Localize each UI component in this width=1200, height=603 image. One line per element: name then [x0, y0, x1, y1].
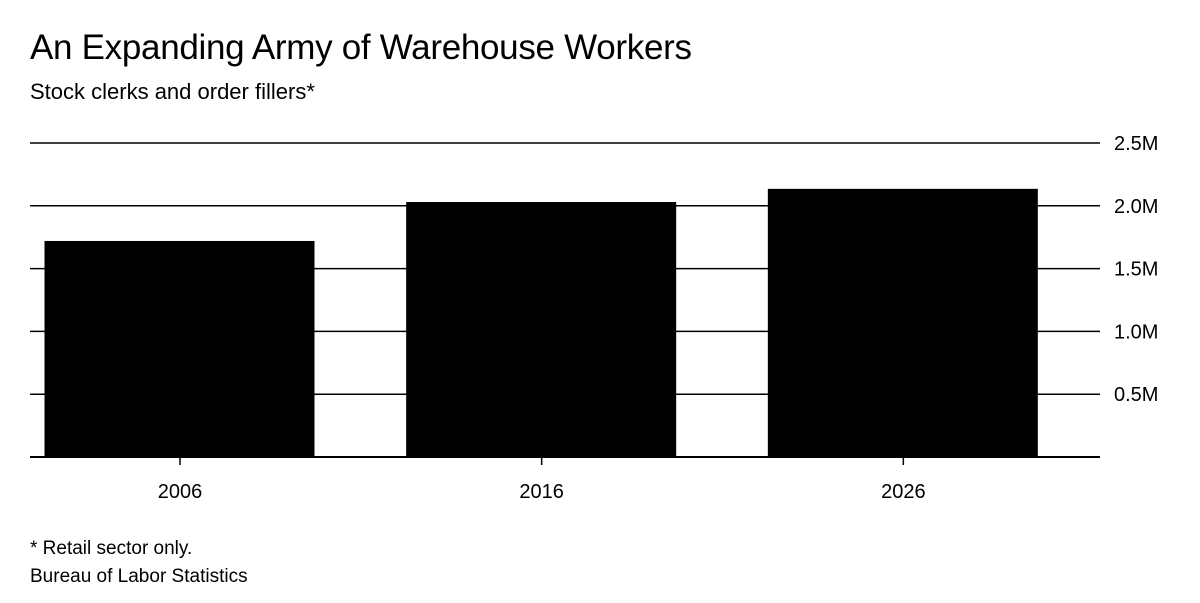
bars	[44, 188, 1038, 457]
bar-2006	[44, 240, 315, 457]
chart-title: An Expanding Army of Warehouse Workers	[30, 28, 692, 67]
source-note: Bureau of Labor Statistics	[30, 566, 248, 587]
x-tick-label: 2026	[881, 481, 926, 503]
y-tick-label: 0.5M	[1114, 384, 1158, 406]
y-tick-label: 1.0M	[1114, 321, 1158, 343]
bar-2026	[767, 188, 1038, 457]
bar-2016	[406, 202, 677, 457]
x-tick-label: 2016	[519, 481, 564, 503]
footnote: * Retail sector only.	[30, 538, 193, 559]
axes: 0.5M 1.0M 1.5M 2.0M 2.5M 2006 2016 2026	[30, 133, 1158, 503]
y-tick-label: 2.5M	[1114, 133, 1158, 155]
chart-subtitle: Stock clerks and order fillers*	[30, 79, 315, 104]
y-tick-label: 2.0M	[1114, 196, 1158, 218]
x-tick-label: 2006	[158, 481, 203, 503]
y-tick-label: 1.5M	[1114, 259, 1158, 281]
